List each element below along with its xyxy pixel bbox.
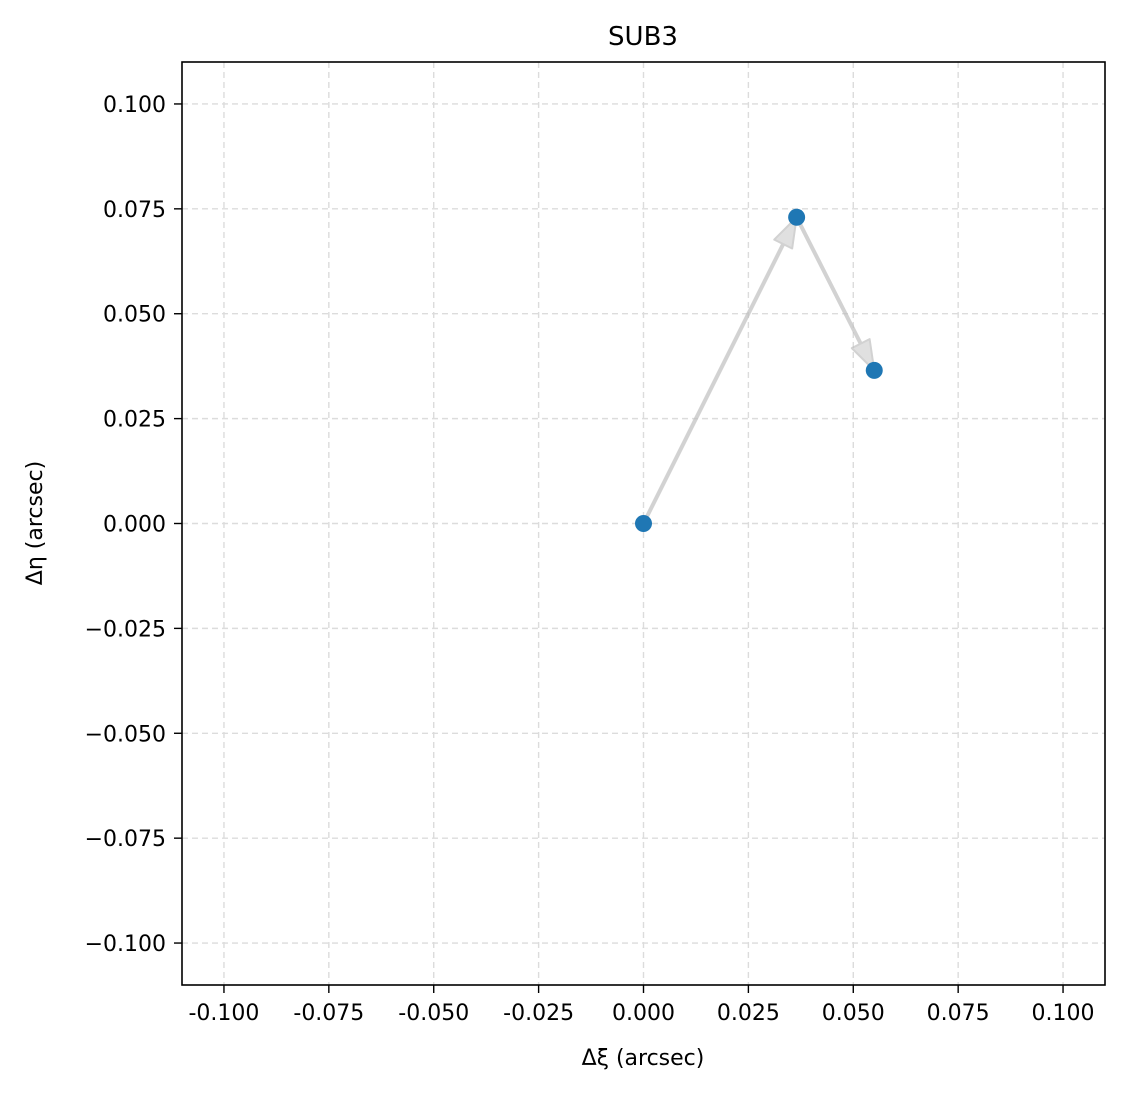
y-tick-label: 0.000	[103, 513, 166, 538]
trajectory-arrow	[641, 216, 798, 526]
x-tick-label: 0.025	[717, 1001, 780, 1026]
y-tick-label: 0.075	[103, 198, 166, 223]
y-tick-label: 0.100	[103, 93, 166, 118]
y-tick-label: 0.025	[103, 408, 166, 433]
x-tick-label: 0.000	[612, 1001, 675, 1026]
y-axis-label: Δη (arcsec)	[23, 461, 48, 585]
data-points	[635, 208, 883, 532]
x-tick-label: 0.050	[822, 1001, 885, 1026]
x-tick-label: -0.050	[398, 1001, 469, 1026]
y-tick-label: −0.025	[85, 617, 166, 642]
y-tick-label: −0.075	[85, 827, 166, 852]
chart-title: SUB3	[608, 22, 678, 52]
x-tick-label: -0.025	[503, 1001, 574, 1026]
arrows	[641, 215, 876, 526]
y-axis-ticks: 0.100 0.075 0.050 0.025 0.000 −0.025 −0.050 −0.…	[85, 93, 182, 957]
x-axis-label: Δξ (arcsec)	[582, 1046, 705, 1071]
y-tick-label: 0.050	[103, 303, 166, 328]
y-tick-label: −0.100	[85, 932, 166, 957]
data-point	[635, 515, 652, 532]
x-axis-ticks: -0.100 -0.075 -0.050 -0.025 0.000 0.025 0.050 0…	[188, 985, 1095, 1026]
x-tick-label: 0.075	[927, 1001, 990, 1026]
trajectory-arrow	[794, 215, 876, 372]
x-tick-label: -0.100	[188, 1001, 259, 1026]
x-tick-label: 0.100	[1032, 1001, 1095, 1026]
y-tick-label: −0.050	[85, 722, 166, 747]
grid	[182, 62, 1105, 985]
x-tick-label: -0.075	[293, 1001, 364, 1026]
data-point	[788, 208, 806, 226]
data-point	[865, 361, 883, 379]
